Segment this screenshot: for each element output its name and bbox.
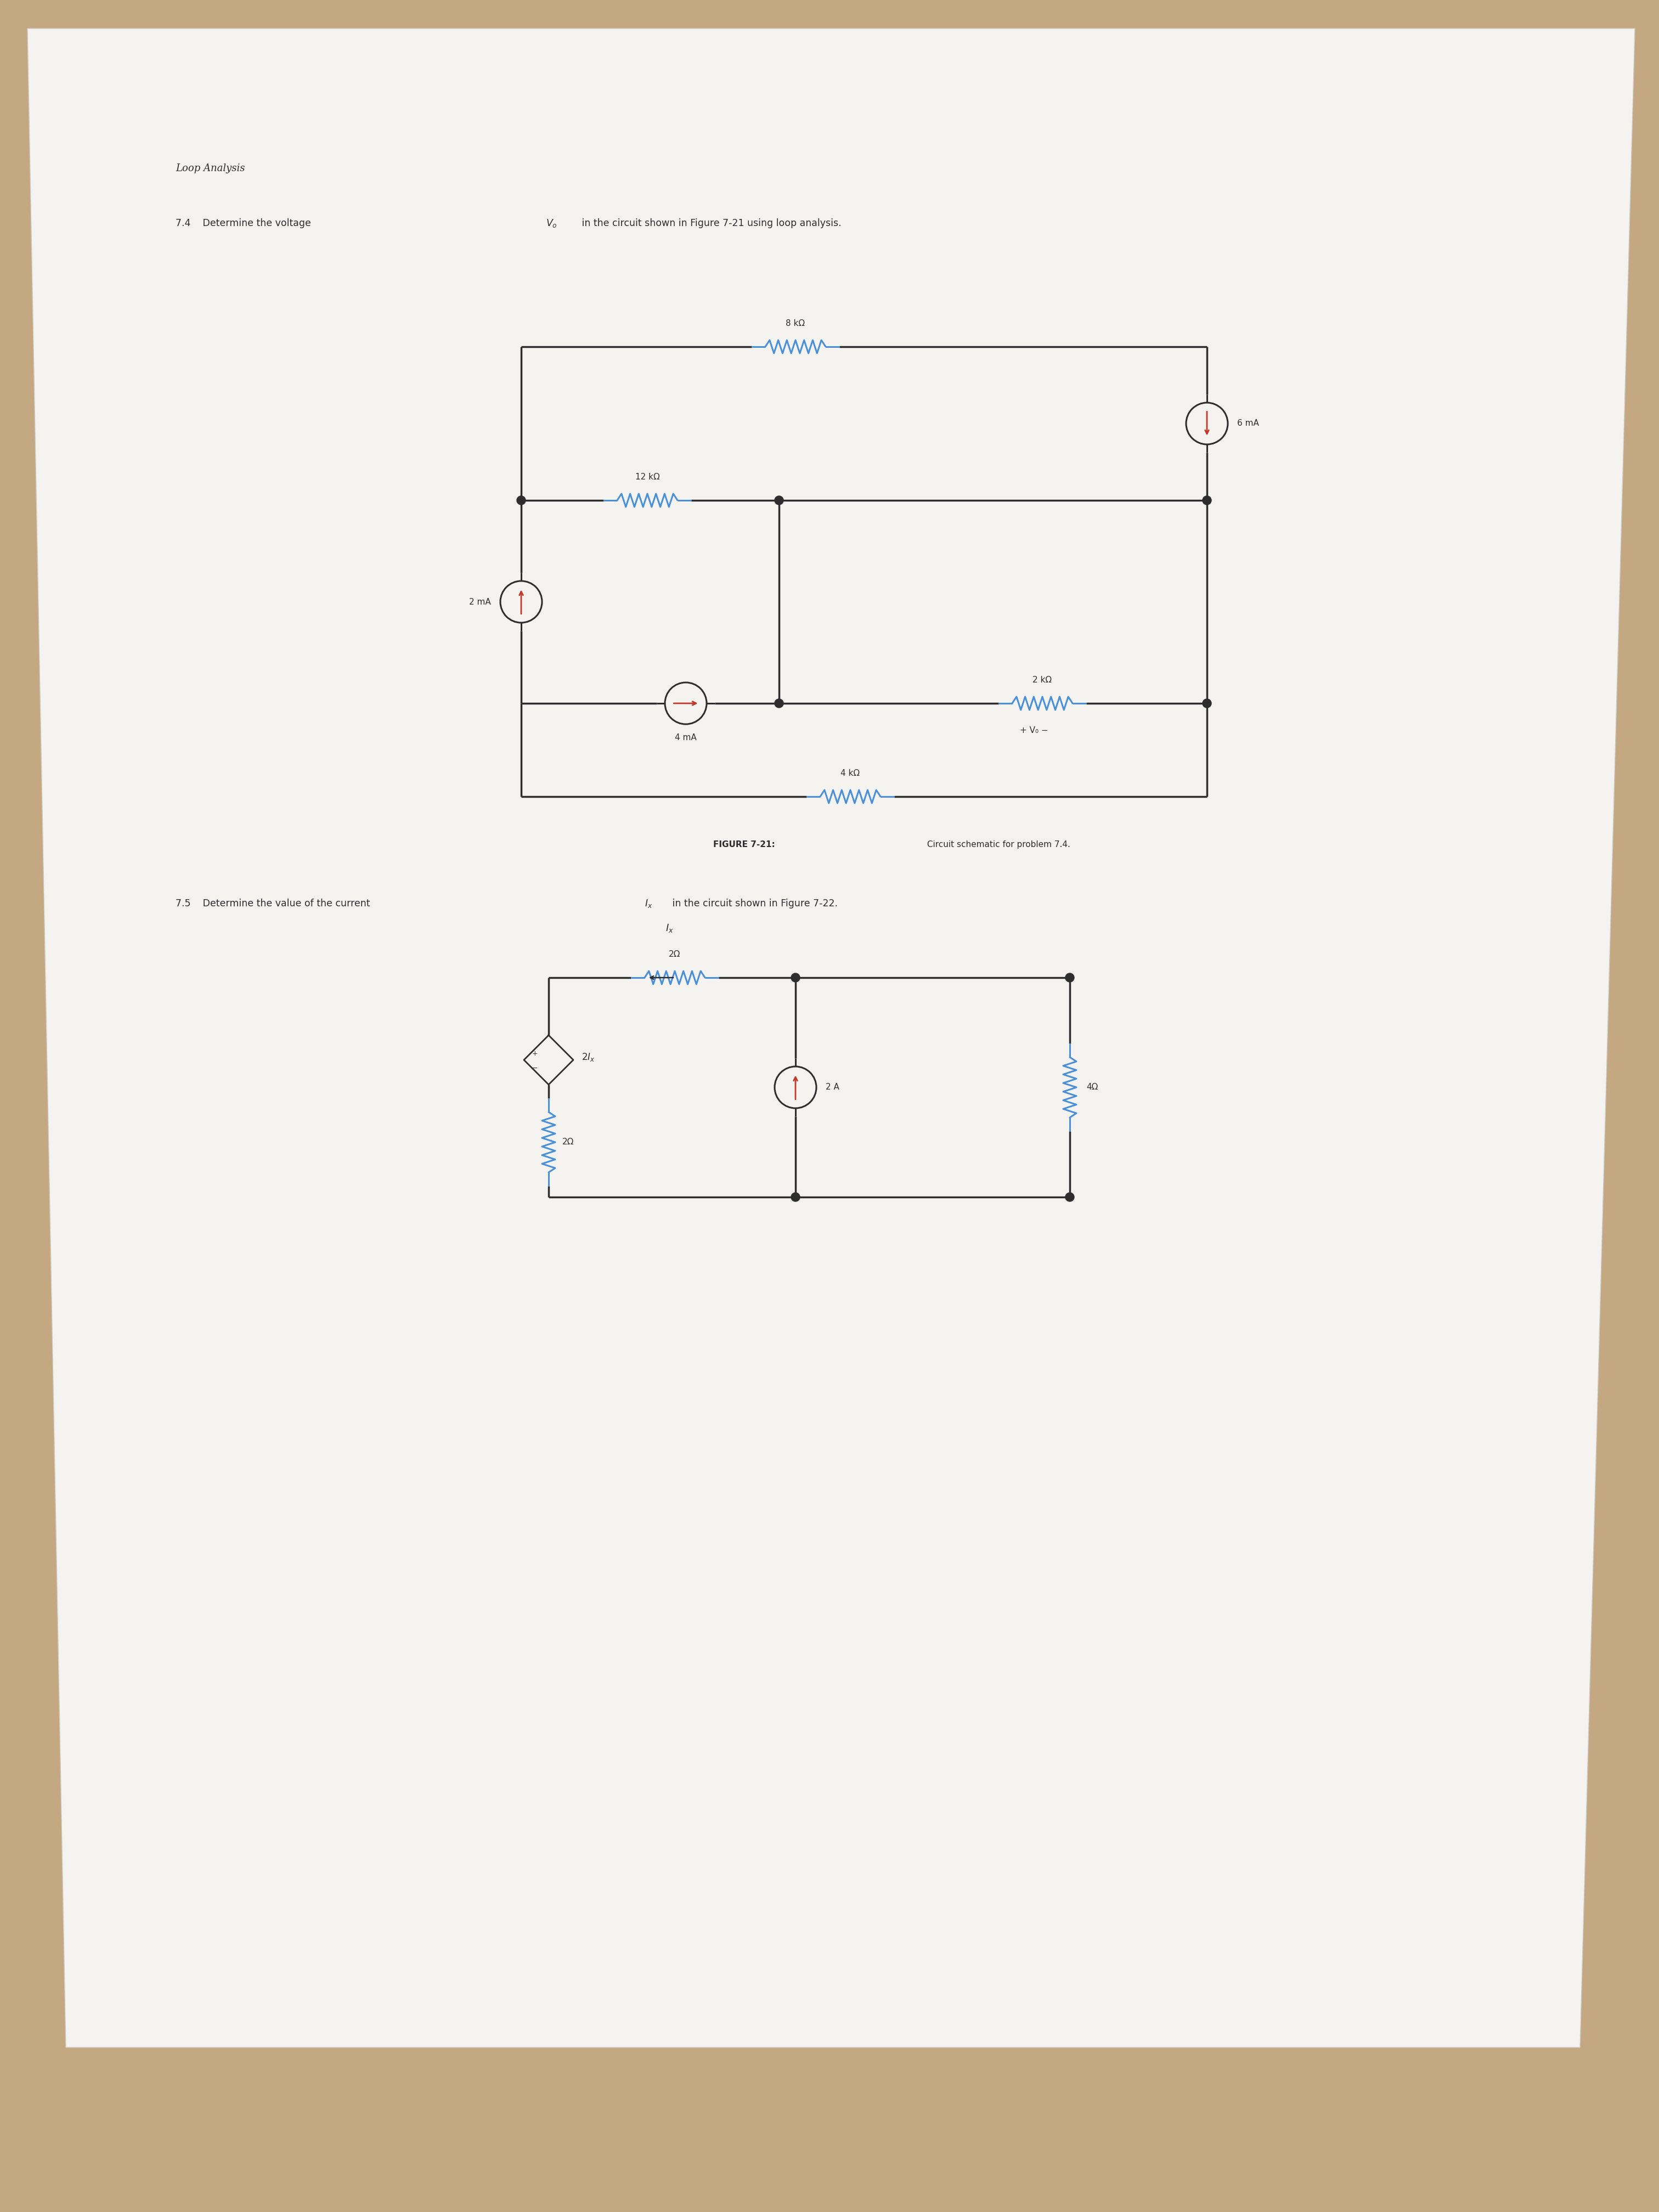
Text: $2I_x$: $2I_x$ [582,1051,596,1062]
Text: 2 kΩ: 2 kΩ [1032,677,1052,684]
Text: 4 kΩ: 4 kΩ [841,770,859,776]
Circle shape [775,495,783,504]
Text: Loop Analysis: Loop Analysis [176,164,246,173]
Text: + V₀ −: + V₀ − [1020,726,1048,734]
Text: −: − [533,1064,538,1071]
Circle shape [791,1192,800,1201]
Circle shape [1065,973,1073,982]
Circle shape [1065,1192,1073,1201]
Text: $I_x$: $I_x$ [645,898,652,909]
Text: 2 A: 2 A [826,1084,839,1091]
Text: +: + [533,1051,538,1057]
Text: 2Ω: 2Ω [669,951,680,958]
Text: $I_x$: $I_x$ [665,922,674,933]
Text: $V_o$: $V_o$ [546,217,557,228]
Text: 12 kΩ: 12 kΩ [635,473,660,482]
Circle shape [1203,495,1211,504]
Text: FIGURE 7-21:: FIGURE 7-21: [713,841,775,849]
Polygon shape [28,29,1634,2048]
Text: in the circuit shown in Figure 7-21 using loop analysis.: in the circuit shown in Figure 7-21 usin… [579,219,841,228]
Circle shape [518,495,526,504]
Text: 2 mA: 2 mA [469,597,491,606]
Text: Circuit schematic for problem 7.4.: Circuit schematic for problem 7.4. [924,841,1070,849]
Text: 7.4    Determine the voltage: 7.4 Determine the voltage [176,219,314,228]
Circle shape [775,699,783,708]
Text: 4Ω: 4Ω [1087,1084,1098,1091]
Text: 2Ω: 2Ω [562,1139,574,1146]
Circle shape [791,973,800,982]
Text: in the circuit shown in Figure 7-22.: in the circuit shown in Figure 7-22. [669,898,838,909]
Text: 6 mA: 6 mA [1238,420,1259,427]
Text: 4 mA: 4 mA [675,734,697,741]
Text: 7.5    Determine the value of the current: 7.5 Determine the value of the current [176,898,373,909]
Circle shape [1203,699,1211,708]
Text: 8 kΩ: 8 kΩ [786,319,805,327]
